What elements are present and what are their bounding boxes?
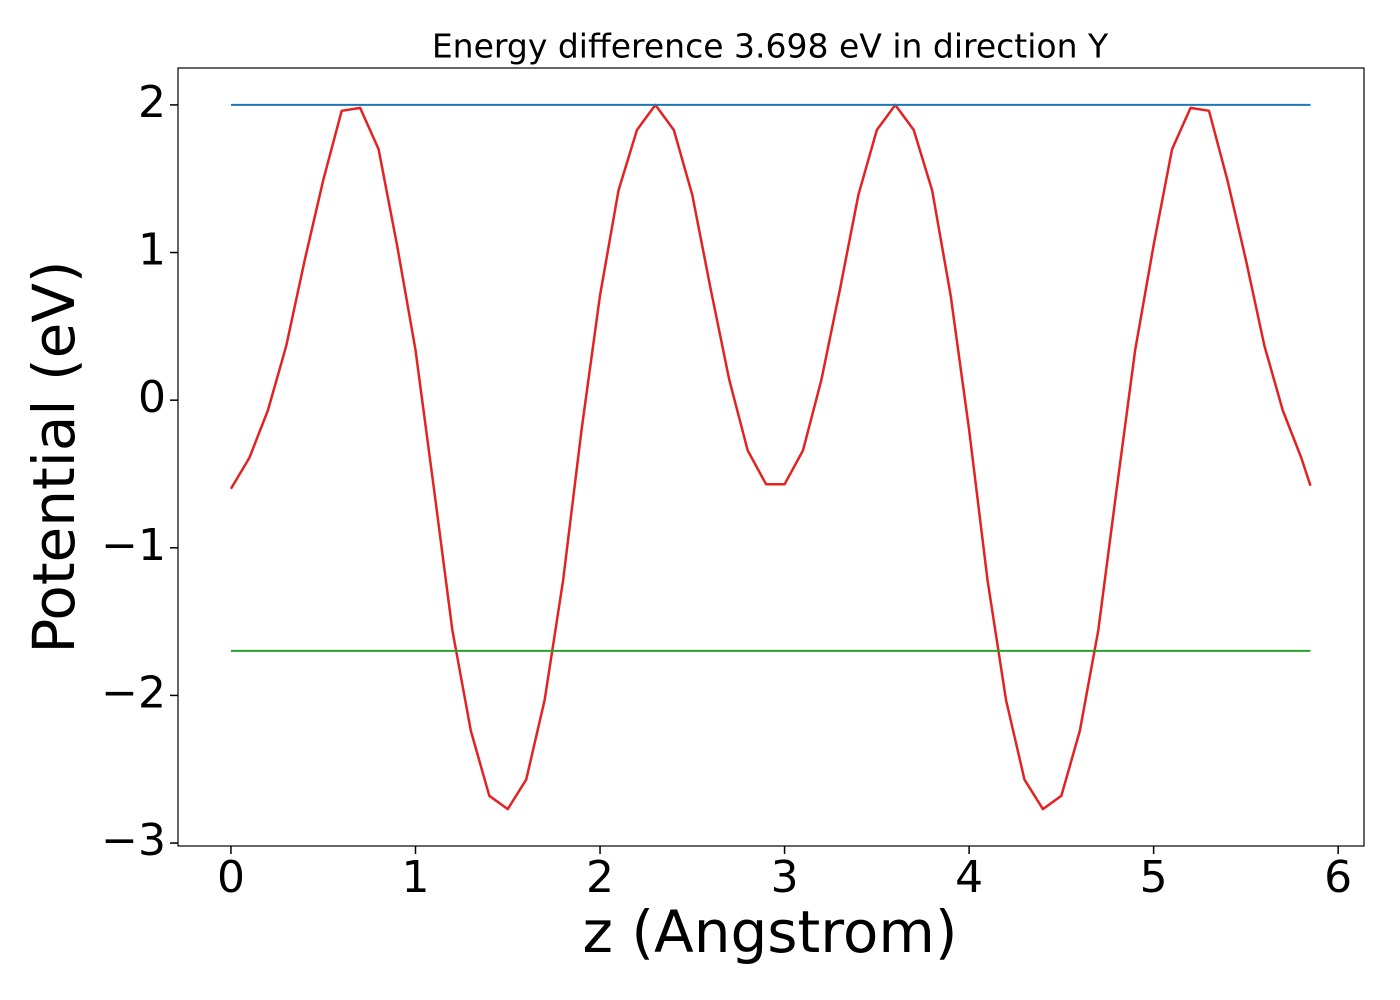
y-tick-label: −2 bbox=[101, 667, 166, 718]
chart-title: Energy difference 3.698 eV in direction … bbox=[432, 27, 1109, 66]
x-tick-label: 0 bbox=[217, 852, 245, 903]
y-tick-label: −1 bbox=[101, 520, 166, 571]
line-series bbox=[229, 103, 1312, 811]
y-axis-label: Potential (eV) bbox=[20, 260, 88, 653]
plot-frame bbox=[177, 67, 1365, 847]
x-tick-label: 4 bbox=[955, 852, 983, 903]
y-tick-label: 2 bbox=[138, 77, 166, 128]
y-tick-label: −3 bbox=[101, 815, 166, 866]
y-tick-label: 1 bbox=[138, 225, 166, 276]
x-tick-label: 1 bbox=[401, 852, 429, 903]
x-tick-label: 5 bbox=[1140, 852, 1168, 903]
x-tick-label: 3 bbox=[771, 852, 799, 903]
x-tick-label: 6 bbox=[1324, 852, 1352, 903]
x-tick-label: 2 bbox=[586, 852, 614, 903]
x-axis-label: z (Angstrom) bbox=[583, 898, 958, 966]
y-tick-label: 0 bbox=[138, 372, 166, 423]
